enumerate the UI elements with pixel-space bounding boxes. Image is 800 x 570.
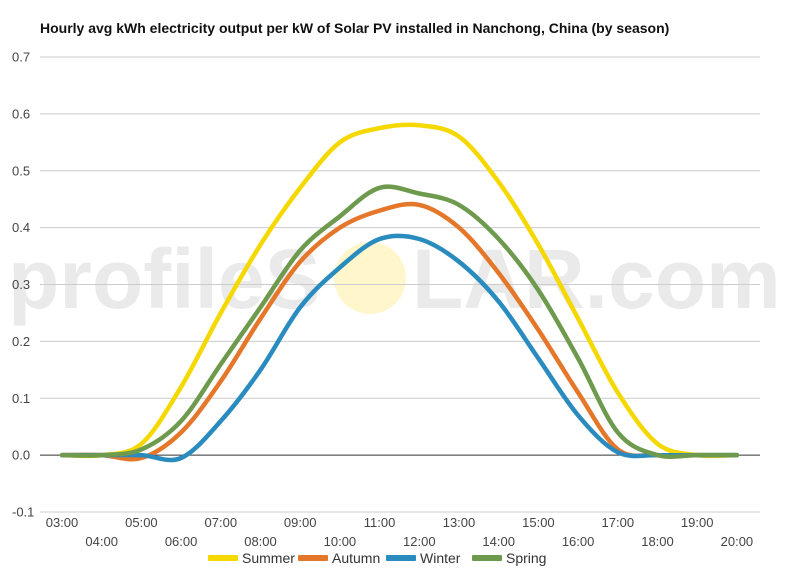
legend-label-spring: Spring <box>506 550 546 566</box>
x-axis: 03:00 04:00 05:00 06:00 07:00 08:00 09:00 10:00… <box>46 515 753 549</box>
grid <box>40 56 760 513</box>
x-tick-label: 18:00 <box>641 534 674 549</box>
y-tick-label: -0.1 <box>12 505 34 520</box>
legend-swatch-spring <box>472 555 502 561</box>
x-tick-label: 13:00 <box>443 515 476 530</box>
x-tick-label: 10:00 <box>324 534 357 549</box>
series-line-winter <box>59 233 740 463</box>
y-tick-label: 0.5 <box>12 163 30 178</box>
series-line-spring <box>59 184 740 460</box>
y-tick-label: 0.7 <box>12 50 30 65</box>
y-tick-label: 0.1 <box>12 391 30 406</box>
x-tick-label: 07:00 <box>205 515 238 530</box>
x-tick-label: 04:00 <box>85 534 118 549</box>
x-tick-label: 14:00 <box>482 534 515 549</box>
legend-swatch-autumn <box>298 555 328 561</box>
x-tick-label: 08:00 <box>244 534 277 549</box>
x-tick-label: 19:00 <box>681 515 714 530</box>
x-tick-label: 20:00 <box>721 534 754 549</box>
x-tick-label: 05:00 <box>125 515 158 530</box>
watermark: profileS LAR.com <box>8 232 781 326</box>
x-tick-label: 17:00 <box>602 515 635 530</box>
series-group <box>59 122 740 463</box>
x-tick-label: 11:00 <box>364 515 396 530</box>
x-tick-label: 03:00 <box>46 515 79 530</box>
series-line-summer <box>59 122 740 459</box>
y-tick-label: 0.2 <box>12 334 30 349</box>
legend-label-summer: Summer <box>242 550 295 566</box>
y-tick-label: 0.4 <box>12 220 30 235</box>
x-tick-label: 12:00 <box>403 534 436 549</box>
x-tick-label: 06:00 <box>165 534 198 549</box>
x-tick-label: 15:00 <box>522 515 555 530</box>
legend: Summer Autumn Winter Spring <box>208 550 546 566</box>
y-tick-label: 0.3 <box>12 277 30 292</box>
x-tick-label: 16:00 <box>562 534 595 549</box>
chart-title: Hourly avg kWh electricity output per kW… <box>40 20 670 36</box>
legend-label-winter: Winter <box>420 550 461 566</box>
watermark-text-left: profileS <box>8 232 321 326</box>
watermark-sun-icon <box>334 242 406 314</box>
y-tick-label: 0.0 <box>12 448 30 463</box>
series-line-autumn <box>59 201 740 462</box>
x-tick-label: 09:00 <box>284 515 317 530</box>
legend-swatch-winter <box>386 555 416 561</box>
y-tick-label: 0.6 <box>12 106 30 121</box>
y-axis: -0.1 0.0 0.1 0.2 0.3 0.4 0.5 0.6 0.7 <box>12 50 34 520</box>
legend-label-autumn: Autumn <box>332 550 380 566</box>
watermark-text-right: LAR.com <box>412 232 781 326</box>
legend-swatch-summer <box>208 555 238 561</box>
